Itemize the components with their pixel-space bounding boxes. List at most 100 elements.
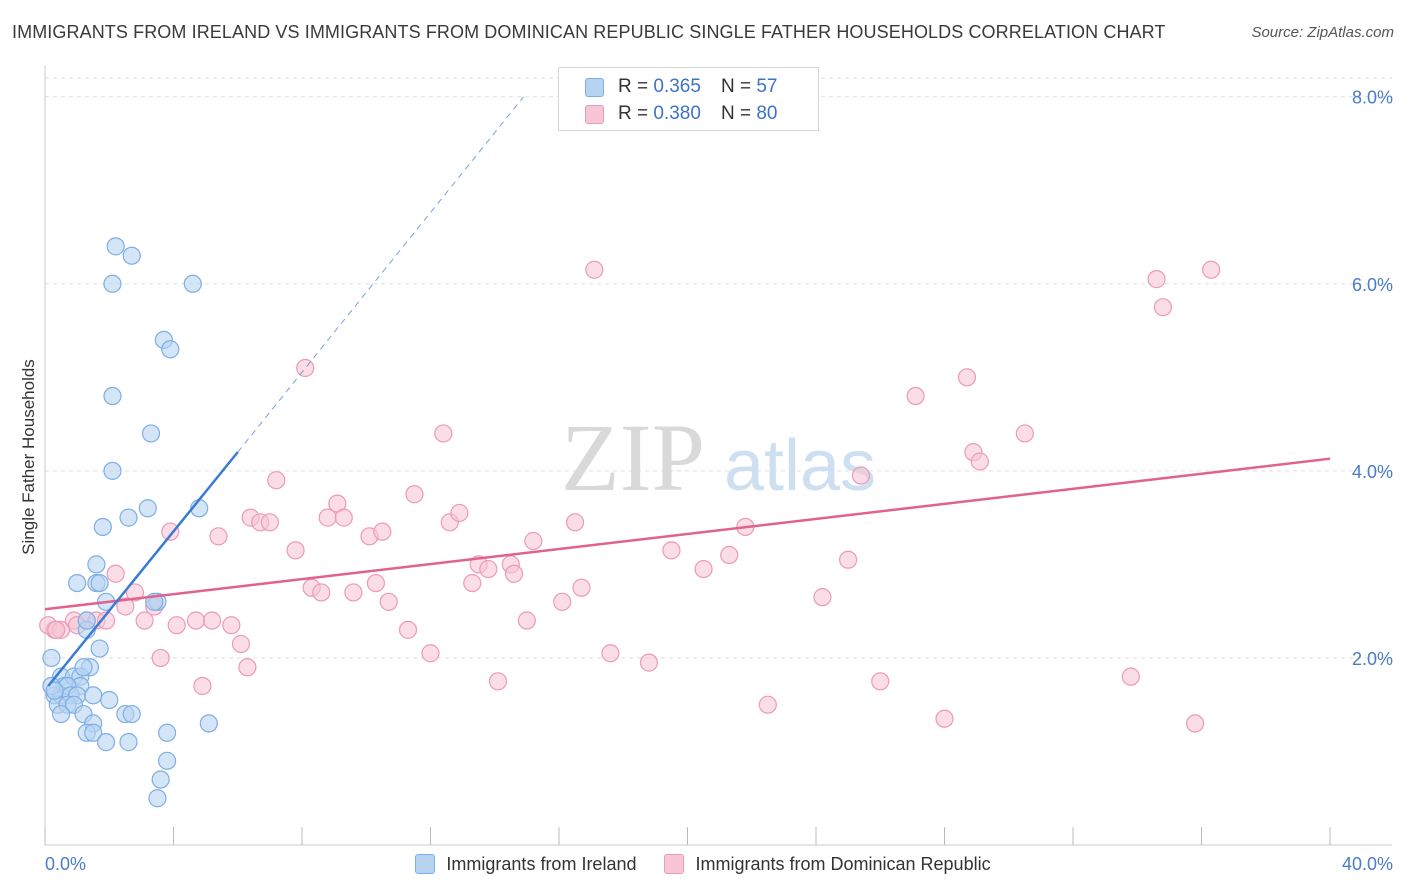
data-point-dominican [720, 545, 739, 565]
data-point-ireland [141, 424, 161, 443]
legend-r-value-dominican: 0.380 [653, 103, 701, 124]
data-point-dominican [479, 559, 498, 579]
data-point-dominican [116, 597, 135, 616]
data-point-dominican [970, 452, 989, 471]
data-point-ireland [77, 611, 96, 630]
data-point-dominican [639, 653, 659, 672]
legend-swatch-ireland [415, 854, 436, 874]
tick-labels: 2.0% 4.0% 6.0% 8.0% 0.0% 40.0% [45, 88, 1393, 874]
data-point-ireland [84, 723, 103, 742]
data-point-dominican [1121, 667, 1140, 686]
data-point-dominican [839, 550, 858, 569]
legend-swatch-dominican [664, 854, 685, 874]
data-point-dominican [186, 611, 206, 630]
data-point-dominican [379, 592, 398, 611]
data-point-dominican [488, 672, 508, 691]
data-point-dominican [906, 386, 925, 406]
y-tick-label-8: 8.0% [1352, 88, 1393, 108]
data-point-ireland [42, 648, 61, 668]
data-point-ireland [45, 681, 64, 700]
data-point-dominican [222, 616, 241, 635]
data-point-ireland [183, 274, 202, 293]
legend-swatch-dominican [585, 104, 604, 124]
data-point-ireland [106, 237, 125, 256]
data-point-ireland [84, 686, 103, 705]
legend-swatch-ireland [585, 77, 604, 97]
data-point-dominican [267, 471, 286, 490]
data-point-ireland [93, 517, 112, 537]
legend-n-value-dominican: 80 [756, 103, 778, 124]
trend-lines [44, 96, 1331, 687]
data-point-dominican [601, 644, 620, 663]
trendline-ireland-extension [237, 96, 525, 453]
data-point-ireland [100, 690, 119, 710]
legend-r-label: R = [618, 103, 649, 124]
data-point-ireland [122, 246, 141, 265]
data-point-dominican [231, 634, 251, 653]
x-tick-label-right: 40.0% [1342, 854, 1393, 874]
data-point-dominican [1147, 270, 1166, 289]
legend-item-ireland: Immigrants from Ireland [415, 854, 636, 875]
data-point-ireland [74, 658, 93, 677]
source-label: Source: ZipAtlas.com [1251, 24, 1394, 41]
data-point-dominican [47, 620, 66, 639]
data-point-dominican [202, 611, 222, 630]
data-point-dominican [851, 466, 871, 485]
data-point-dominican [572, 578, 591, 597]
series-legend: Immigrants from Ireland Immigrants from … [0, 851, 1406, 877]
data-point-ireland [68, 573, 87, 593]
data-point-dominican [405, 485, 424, 504]
legend-label-ireland: Immigrants from Ireland [446, 853, 637, 874]
data-point-dominican [286, 541, 305, 560]
data-point-dominican [151, 648, 170, 668]
data-point-ireland [148, 789, 167, 808]
data-point-dominican [373, 522, 392, 541]
data-point-dominican [398, 620, 418, 639]
data-point-dominican [125, 583, 145, 602]
data-point-ireland [96, 733, 116, 752]
data-point-dominican [565, 513, 585, 532]
trendline-dominican [44, 457, 1331, 611]
data-point-dominican [935, 709, 954, 728]
data-point-dominican [1153, 298, 1173, 317]
data-point-ireland [161, 340, 180, 359]
grid-lines [45, 77, 1392, 659]
data-point-ireland [119, 733, 138, 752]
data-point-dominican [421, 644, 440, 663]
data-point-dominican [662, 541, 681, 560]
trendline-ireland [47, 451, 239, 687]
legend-n-label: N = [720, 76, 752, 97]
data-point-dominican [450, 503, 469, 523]
data-point-dominican [167, 616, 186, 635]
data-point-dominican [1015, 424, 1034, 443]
data-point-dominican [135, 611, 154, 630]
axes [44, 66, 1392, 846]
data-point-ireland [103, 274, 122, 293]
data-point-dominican [524, 531, 543, 551]
data-point-ireland [90, 639, 109, 658]
data-point-ireland [157, 751, 177, 770]
data-point-dominican [238, 658, 257, 677]
data-point-dominican [344, 583, 363, 602]
data-point-dominican [296, 358, 315, 378]
data-point-ireland [87, 555, 106, 574]
watermark: ZIP atlas [561, 404, 876, 511]
data-point-dominican [96, 611, 116, 630]
data-point-dominican [260, 513, 279, 532]
data-point-ireland [51, 704, 71, 724]
y-tick-label-4: 4.0% [1352, 462, 1393, 482]
data-point-dominican [434, 424, 453, 443]
chart-title: IMMIGRANTS FROM IRELAND VS IMMIGRANTS FR… [12, 22, 1166, 42]
watermark-atlas: atlas [724, 426, 876, 506]
data-point-dominican [209, 527, 228, 546]
x-tick-label-left: 0.0% [45, 854, 86, 874]
data-point-dominican [161, 522, 180, 541]
legend-n-value-ireland: 57 [756, 76, 778, 97]
data-point-ireland [199, 714, 218, 733]
y-tick-label-6: 6.0% [1352, 275, 1393, 295]
data-point-ireland [122, 704, 141, 724]
data-point-ireland [103, 461, 122, 480]
data-point-dominican [957, 368, 977, 387]
data-point-dominican [1202, 260, 1221, 279]
data-point-dominican [1185, 714, 1205, 733]
